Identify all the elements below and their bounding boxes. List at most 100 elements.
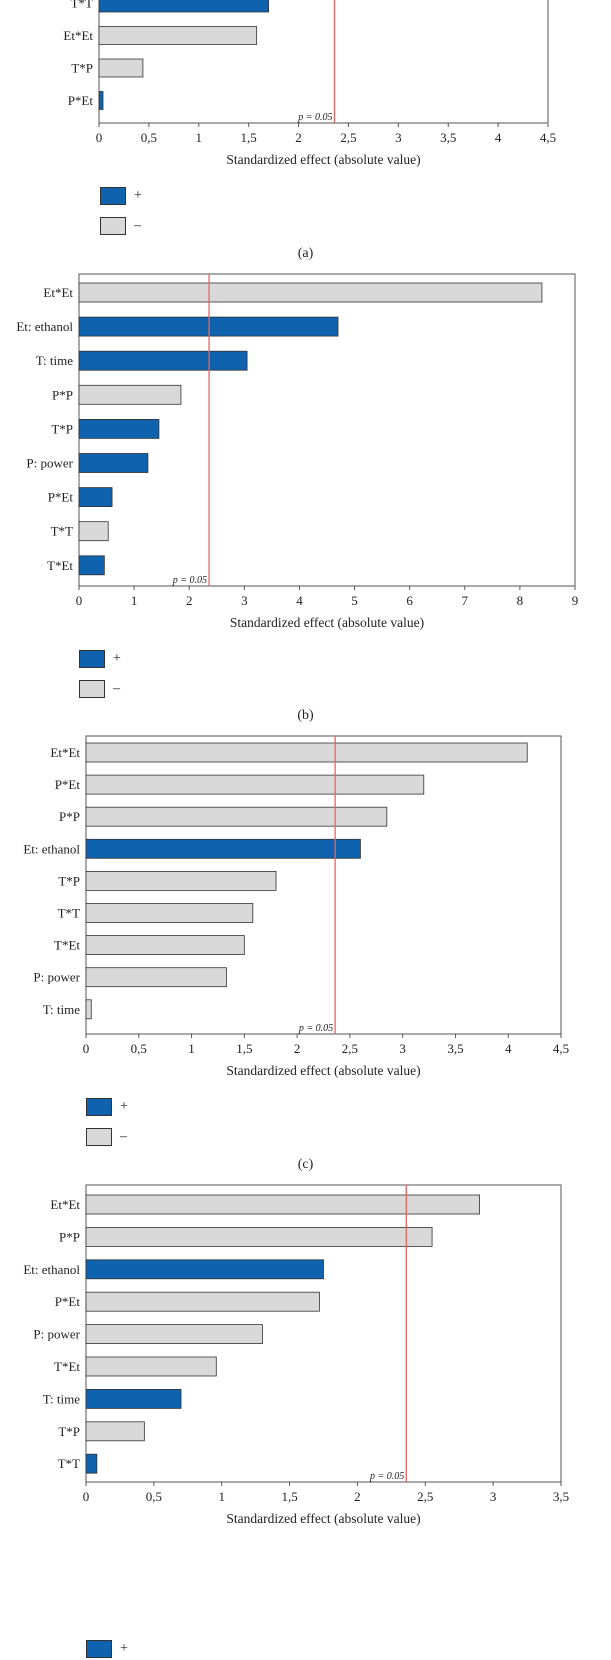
category-label: Et: ethanol <box>16 319 73 334</box>
legend-swatch-positive <box>86 1098 112 1116</box>
x-tick-label: 1 <box>188 1041 195 1056</box>
x-tick-label: 4 <box>505 1041 512 1056</box>
panel-label-b: (b) <box>297 708 314 723</box>
legend-item-positive: + <box>100 181 142 211</box>
pareto-chart-a: T*T Et*Et T*P P*Et p = 0.05 0 0,5 1 1,5 2 2,5 3 3,5 4… <box>63 0 556 167</box>
category-label: Et*Et <box>63 28 93 43</box>
legend-label-positive: + <box>134 188 142 203</box>
category-label: T*T <box>51 524 73 539</box>
legend-b: + – <box>79 644 121 704</box>
legend-label-negative: – <box>134 218 141 233</box>
x-tick-label: 3,5 <box>447 1041 463 1056</box>
bar <box>85 1421 145 1442</box>
x-tick-label: 3 <box>395 130 402 145</box>
bar <box>85 870 277 891</box>
category-label: P*P <box>59 1229 80 1244</box>
panel-label-a: (a) <box>297 246 314 261</box>
x-tick-label: 0,5 <box>146 1489 162 1504</box>
legend-c: + – <box>86 1092 128 1152</box>
x-axis-title: Standardized effect (absolute value) <box>226 1511 420 1526</box>
category-label: P: power <box>33 970 80 985</box>
legend-label-negative: – <box>113 681 120 696</box>
bar <box>78 282 543 303</box>
x-tick-label: 6 <box>406 593 413 608</box>
legend-label-positive: + <box>120 1641 128 1656</box>
bar <box>78 384 182 405</box>
x-tick-label: 3,5 <box>553 1489 569 1504</box>
x-tick-label: 0,5 <box>131 1041 147 1056</box>
bar <box>85 1227 433 1247</box>
legend-swatch-negative <box>100 217 126 235</box>
bar <box>85 774 425 795</box>
x-axis-title: Standardized effect (absolute value) <box>226 1063 420 1078</box>
threshold-label: p = 0.05 <box>172 575 207 586</box>
legend-item-negative: – <box>79 674 121 704</box>
category-label: T*Et <box>54 1359 80 1374</box>
legend-swatch-negative <box>86 1128 112 1146</box>
bar <box>78 555 105 576</box>
x-tick-label: 4 <box>296 593 303 608</box>
bar <box>78 487 113 508</box>
x-tick-label: 2,5 <box>417 1489 433 1504</box>
bar <box>78 418 160 439</box>
x-tick-label: 1,5 <box>281 1489 297 1504</box>
panel-label-c: (c) <box>297 1157 314 1172</box>
x-tick-label: 3,5 <box>440 130 456 145</box>
x-tick-label: 5 <box>351 593 358 608</box>
pareto-chart-b: Et*Et Et: ethanol T: time P*P T*P P: power P*E… <box>16 273 578 630</box>
legend-d: + <box>86 1638 128 1660</box>
category-label: Et*Et <box>50 1197 80 1212</box>
category-label: P: power <box>26 456 73 471</box>
category-label: T*T <box>71 0 93 11</box>
legend-item-positive: + <box>79 644 121 674</box>
category-label: T*P <box>71 61 93 76</box>
x-tick-label: 7 <box>462 593 469 608</box>
legend-swatch-positive <box>100 187 126 205</box>
legend-label-positive: + <box>113 651 121 666</box>
bar <box>85 1453 98 1474</box>
x-tick-label: 8 <box>517 593 524 608</box>
legend-a: + – <box>100 181 142 241</box>
x-tick-label: 0 <box>76 593 83 608</box>
bar <box>85 903 254 923</box>
legend-swatch-negative <box>79 680 105 698</box>
x-axis-title: Standardized effect (absolute value) <box>226 152 420 167</box>
x-tick-label: 3 <box>490 1489 497 1504</box>
category-label: T: time <box>43 1391 80 1406</box>
bar <box>98 26 258 45</box>
bar <box>85 742 528 763</box>
x-tick-label: 1,5 <box>241 130 257 145</box>
bar <box>98 0 270 13</box>
category-label: T: time <box>43 1002 80 1017</box>
bar <box>78 350 248 371</box>
bar <box>85 1388 182 1409</box>
bar <box>85 999 92 1020</box>
x-tick-label: 3 <box>241 593 248 608</box>
category-label: T*T <box>58 1456 80 1471</box>
legend-item-positive: + <box>86 1638 128 1660</box>
category-label: Et: ethanol <box>23 841 80 856</box>
pareto-chart-c: Et*Et P*Et P*P Et: ethanol T*P T*T T*Et P: powe… <box>23 735 569 1078</box>
legend-label-negative: – <box>120 1129 127 1144</box>
legend-swatch-positive <box>86 1640 112 1658</box>
x-tick-label: 0,5 <box>141 130 157 145</box>
bar <box>85 1324 263 1345</box>
x-tick-label: 1,5 <box>236 1041 252 1056</box>
x-tick-label: 1 <box>218 1489 225 1504</box>
legend-label-positive: + <box>120 1099 128 1114</box>
bar <box>85 967 227 988</box>
threshold-label: p = 0.05 <box>369 1471 404 1482</box>
threshold-label: p = 0.05 <box>298 1023 333 1034</box>
x-tick-label: 4,5 <box>553 1041 569 1056</box>
bar <box>98 91 104 110</box>
category-label: T*Et <box>47 558 73 573</box>
x-tick-label: 3 <box>399 1041 406 1056</box>
category-label: T*Et <box>54 938 80 953</box>
plot-frame <box>98 0 549 124</box>
legend-item-negative: – <box>100 211 142 241</box>
category-label: T*P <box>51 421 73 436</box>
x-tick-label: 2 <box>354 1489 361 1504</box>
x-tick-label: 2 <box>295 130 302 145</box>
category-label: P*Et <box>48 490 74 505</box>
category-label: Et*Et <box>50 745 80 760</box>
